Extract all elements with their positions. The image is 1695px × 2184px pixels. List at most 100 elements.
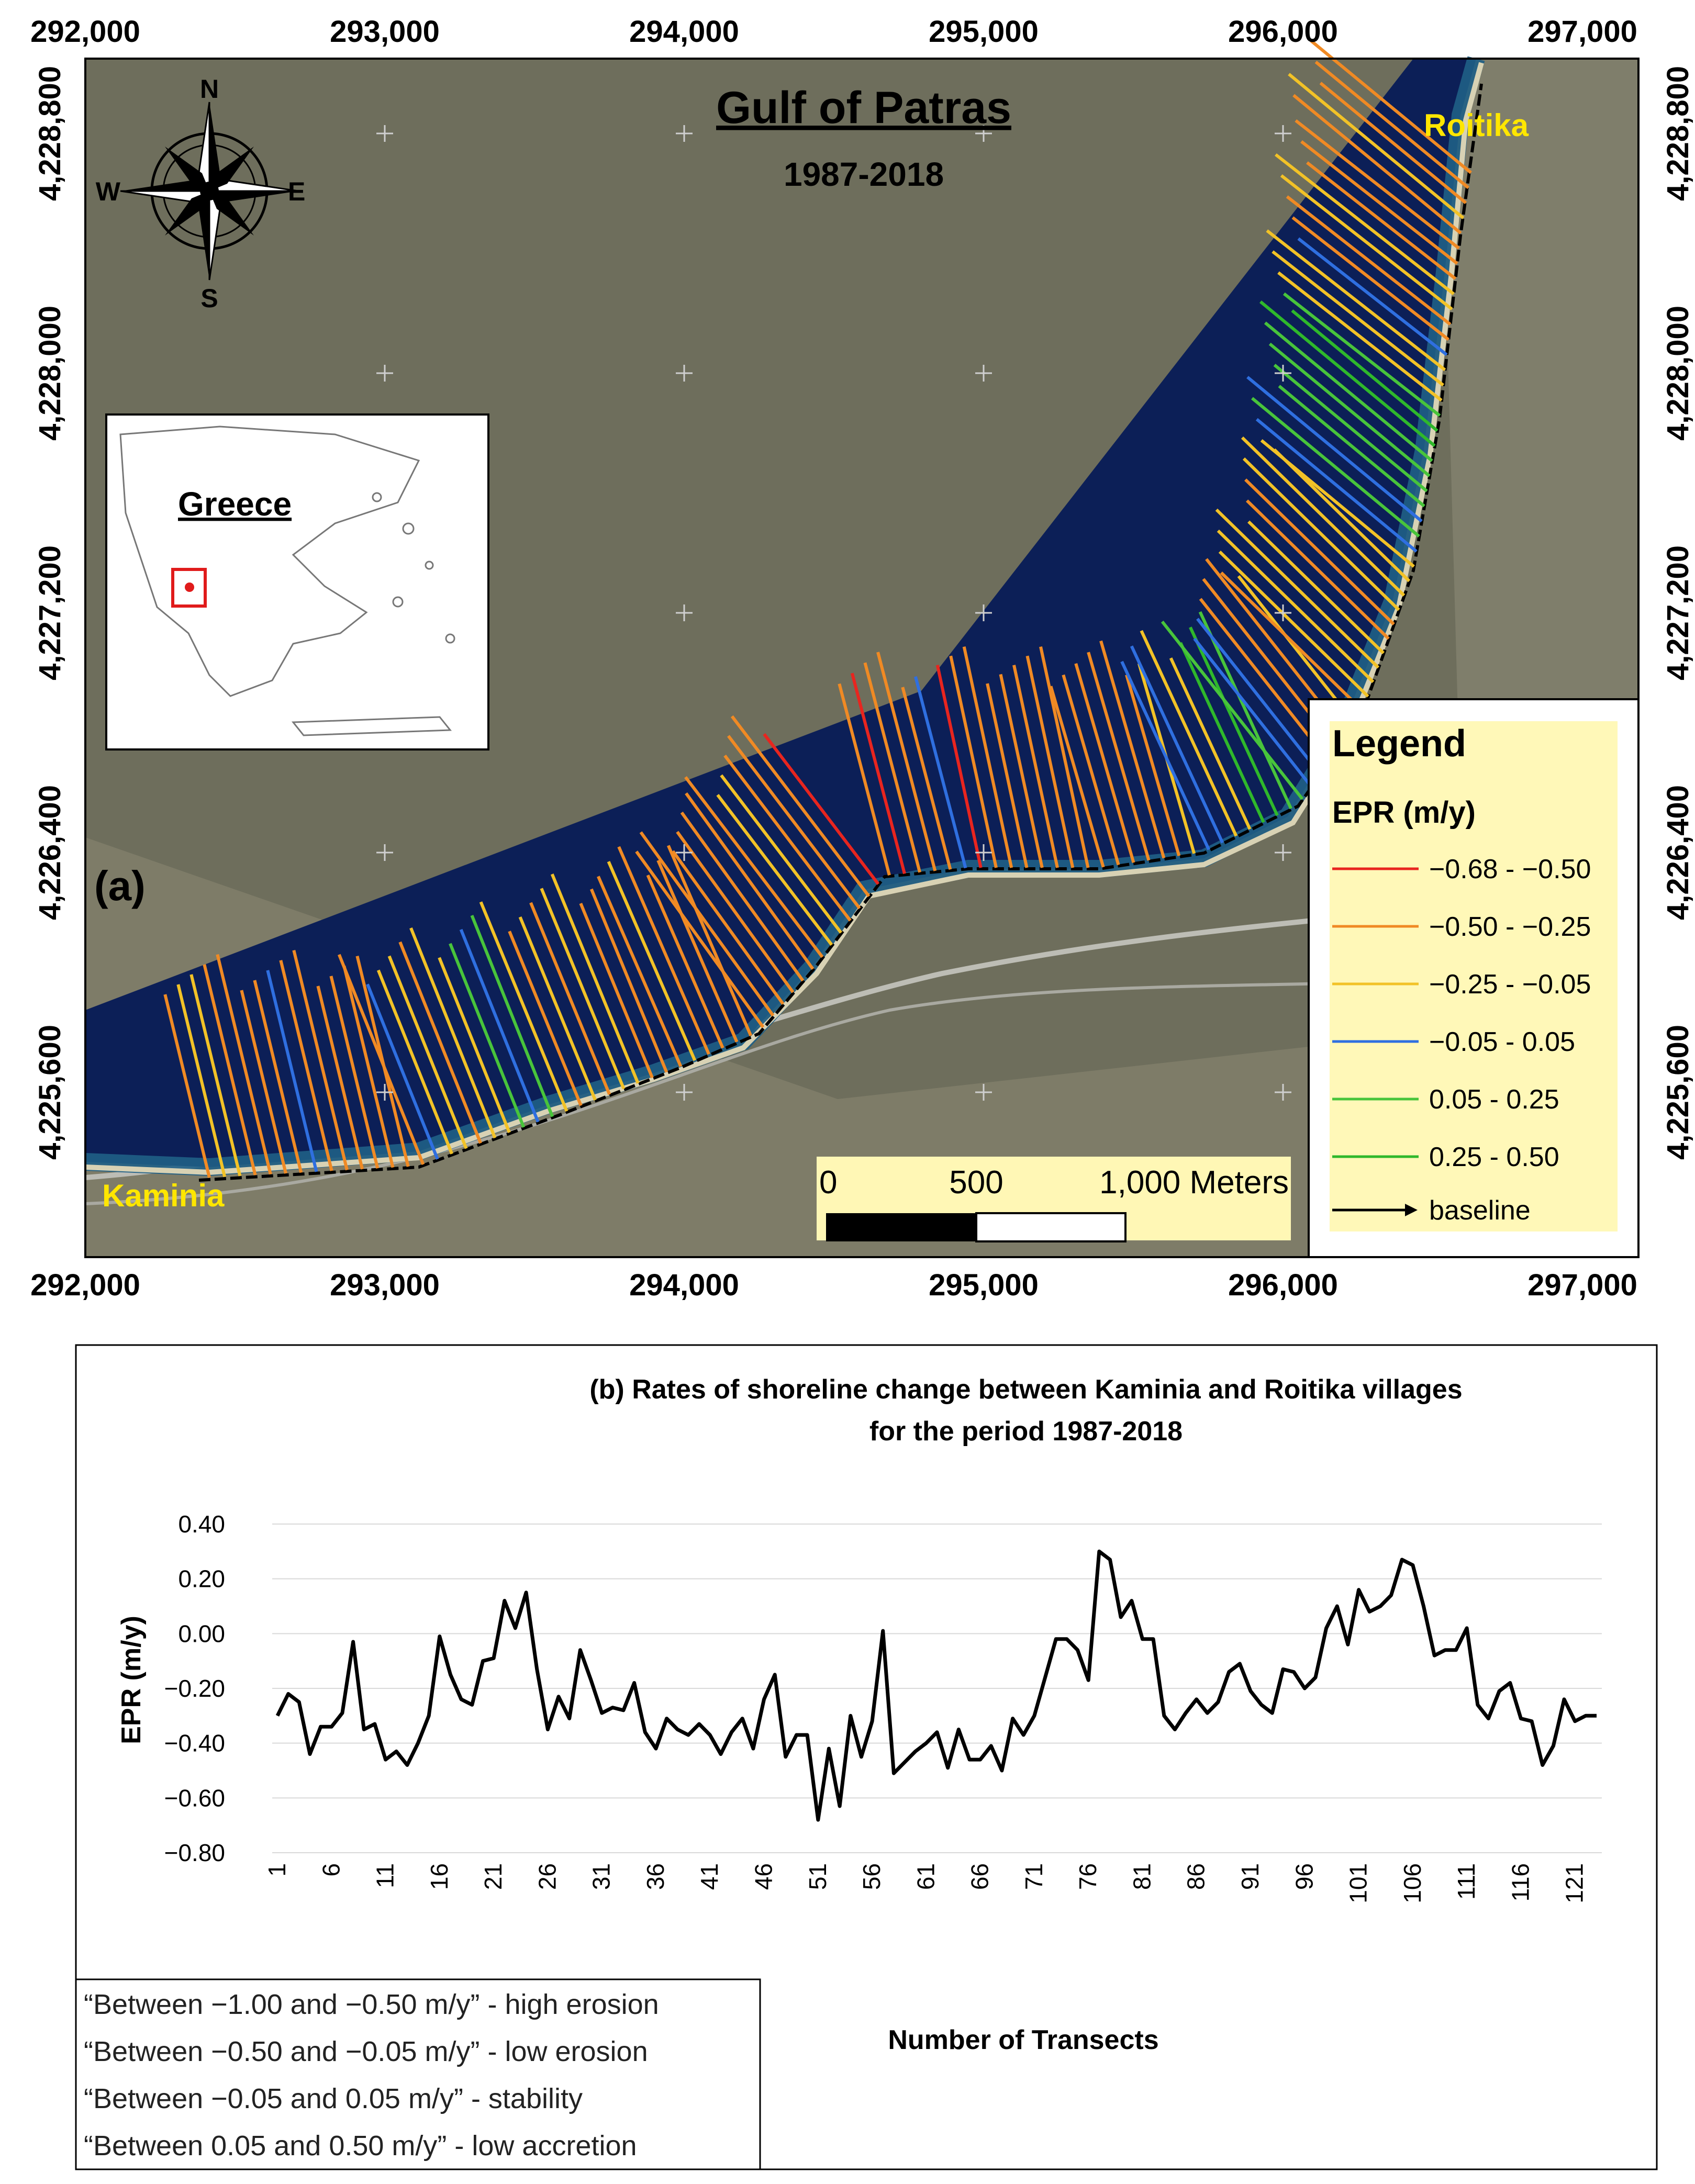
chart-x-tick-label: 41 (696, 1863, 723, 1890)
transect-line (459, 928, 540, 1123)
transect-line (1260, 439, 1415, 568)
chart-x-tick-label: 16 (426, 1863, 453, 1890)
scale-bar-mid: 500 (949, 1164, 1003, 1201)
transect-line (292, 949, 349, 1171)
grid-cross (975, 1084, 992, 1101)
map-y-ticks-left: 4,228,800 4,228,000 4,227,200 4,226,400 4,22… (33, 66, 67, 1160)
transect-line (398, 941, 482, 1144)
chart-x-tick-label: 61 (912, 1863, 939, 1890)
transect-line (1266, 229, 1446, 372)
transect-line (999, 674, 1044, 868)
transect-line (1264, 321, 1433, 462)
transect-line (1012, 665, 1059, 868)
legend-subtitle: EPR (m/y) (1332, 796, 1476, 830)
inset-frame (105, 413, 489, 751)
transect-line (529, 902, 611, 1095)
grid-cross (376, 125, 393, 142)
map-x-tick-top: 292,000 (30, 15, 140, 49)
map-x-tick-bottom: 296,000 (1228, 1268, 1338, 1302)
map-y-tick-left: 4,228,800 (33, 66, 67, 201)
chart-x-tick-label: 86 (1183, 1863, 1210, 1890)
transect-line (635, 850, 765, 1028)
transect-line (1255, 418, 1418, 553)
transect-line (1074, 663, 1135, 864)
transect-line (1241, 436, 1406, 597)
map-x-tick-bottom: 297,000 (1527, 1268, 1637, 1302)
grid-cross (676, 1084, 693, 1101)
map-subtitle: 1987-2018 (784, 155, 944, 193)
transect-line (730, 715, 871, 898)
chart-x-tick-label: 31 (588, 1863, 615, 1890)
transect-line (1039, 646, 1090, 868)
transect-line (540, 888, 626, 1090)
map-panel: 292,000 293,000 294,000 295,000 296,000 297,0… (30, 15, 1695, 1302)
transect-line (508, 931, 583, 1106)
grid-cross (376, 365, 393, 382)
chart-y-tick-label: −0.60 (164, 1784, 225, 1811)
chart-y-tick-label: −0.80 (164, 1839, 225, 1866)
legend-baseline-arrow-icon (1405, 1204, 1418, 1216)
transect-line (1246, 499, 1390, 640)
chart-x-tick-label: 116 (1507, 1863, 1534, 1901)
grid-cross (975, 604, 992, 621)
transect-line (163, 994, 211, 1178)
chart-x-tick-label: 96 (1290, 1863, 1318, 1890)
transect-line (1179, 642, 1265, 823)
transect-line (1196, 618, 1322, 775)
transect-line (1140, 630, 1238, 837)
chart-y-tick-label: 0.20 (178, 1565, 225, 1593)
transect-line (1292, 94, 1462, 234)
transect-line (727, 735, 861, 910)
chart-x-tick-label: 106 (1399, 1863, 1426, 1903)
map-y-tick-right: 4,228,000 (1661, 306, 1695, 441)
chart-y-tick-label: −0.40 (164, 1730, 225, 1757)
legend-item-label: −0.68 - −0.50 (1429, 854, 1591, 884)
grid-cross (676, 125, 693, 142)
scale-bar: 0 500 1,000 Meters (817, 1157, 1291, 1242)
transect-line (266, 970, 318, 1172)
grid-cross (1275, 365, 1291, 382)
chart-note-low-accretion: “Between 0.05 and 0.50 m/y” - low accret… (84, 2130, 637, 2161)
chart-x-ticks: 1 6 11 16 21 26 31 36 41 46 51 56 61 66 71 76 81 86 91 96 10… (263, 1863, 1588, 1903)
map-y-ticks-right: 4,228,800 4,228,000 4,227,200 4,226,400 4,22… (1661, 66, 1695, 1160)
transect-line (1288, 73, 1465, 219)
transect-line (438, 957, 511, 1134)
place-label-roitika: Roitika (1424, 108, 1529, 143)
transect-line (607, 861, 697, 1061)
transect-line (366, 983, 439, 1160)
chart-x-tick-label: 81 (1128, 1863, 1155, 1890)
chart-x-tick-label: 121 (1561, 1863, 1588, 1903)
chart-x-tick-label: 51 (804, 1863, 831, 1890)
grid-cross (1275, 125, 1291, 142)
transect-lines (163, 39, 1472, 1178)
transect-line (1259, 300, 1436, 447)
transect-line (962, 646, 1013, 868)
chart-gridlines (272, 1524, 1602, 1853)
transect-line (666, 845, 753, 1037)
map-x-tick-top: 295,000 (929, 15, 1039, 49)
transect-line (1314, 60, 1470, 189)
transect-line (671, 850, 785, 1005)
map-x-tick-bottom: 293,000 (330, 1268, 440, 1302)
transect-line (1161, 620, 1304, 800)
transect-line (1244, 478, 1395, 625)
transect-line (1215, 508, 1380, 669)
chart-note-low-erosion: “Between −0.50 and −0.05 m/y” - low eros… (84, 2036, 648, 2067)
transect-line (1189, 626, 1279, 816)
transect-line (1218, 550, 1369, 698)
legend-title: Legend (1332, 723, 1466, 765)
transect-line (723, 754, 852, 922)
map-y-tick-left: 4,228,000 (33, 306, 67, 441)
transect-line (913, 676, 967, 869)
chart-series-line (275, 1549, 1597, 1822)
legend-background (1330, 721, 1618, 1231)
chart-y-tick-label: 0.00 (178, 1620, 225, 1647)
transect-line (1306, 161, 1457, 280)
scale-bar-black-segment (826, 1213, 976, 1241)
compass-rose-icon: N S W E (96, 74, 306, 313)
transect-line (1268, 342, 1431, 477)
transect-line (1295, 119, 1460, 250)
grid-cross (376, 844, 393, 861)
transect-line (1062, 674, 1120, 866)
